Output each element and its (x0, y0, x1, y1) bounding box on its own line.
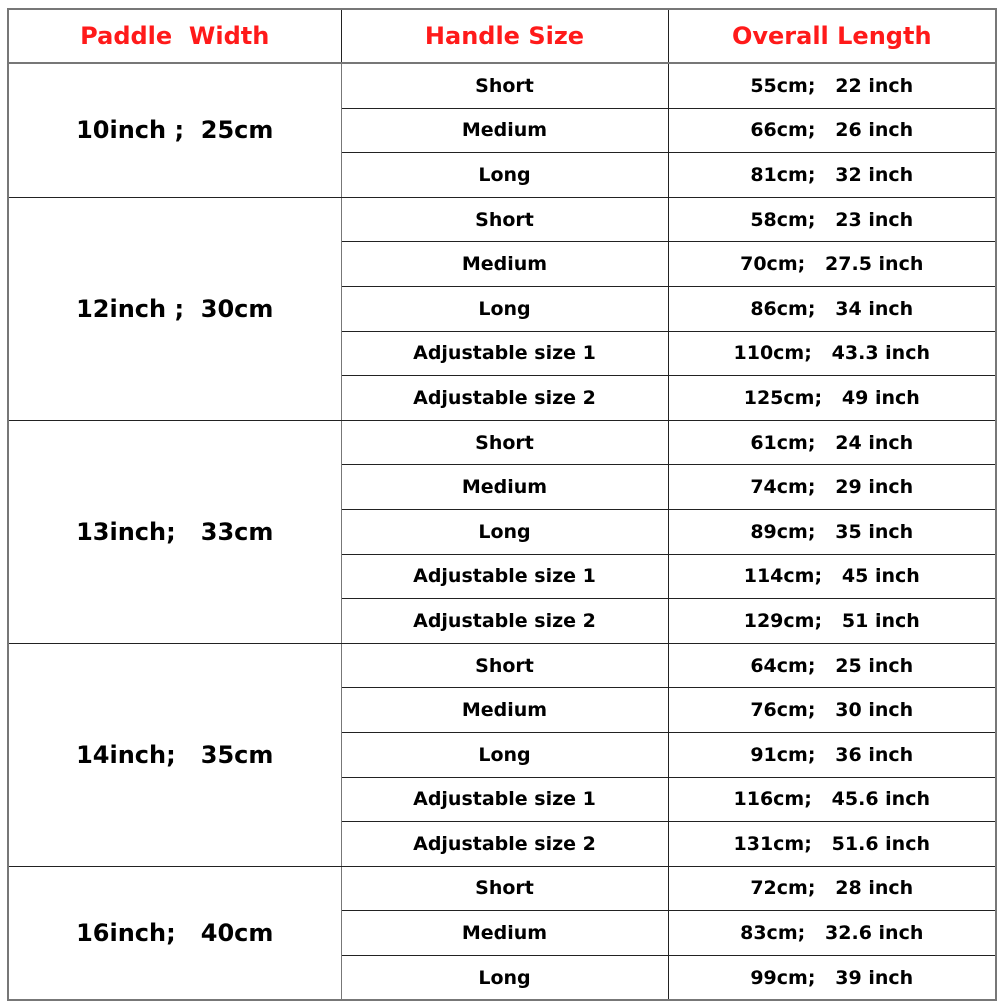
overall-length-cell: 129cm; 51 inch (667, 598, 997, 644)
overall-length-cell: 64cm; 25 inch (667, 642, 997, 689)
overall-length-cell: 55cm; 22 inch (667, 62, 997, 109)
handle-size-cell: Adjustable size 2 (340, 598, 669, 644)
table-row: 10inch ; 25cm Short 55cm; 22 inch (7, 62, 997, 198)
handle-size-cell: Medium (340, 910, 669, 956)
handle-size-cell: Long (340, 152, 669, 198)
handle-size-cell: Short (340, 62, 669, 109)
paddle-width-cell: 14inch; 35cm (7, 642, 342, 867)
overall-length-cell: 110cm; 43.3 inch (667, 330, 997, 377)
header-handle-size: Handle Size (340, 8, 669, 64)
header-overall-length: Overall Length (667, 8, 997, 64)
table-row: Adjustable size 2 125cm; 49 inch (8, 375, 997, 421)
handle-size-cell: Long (340, 731, 669, 778)
overall-length-cell: 74cm; 29 inch (667, 464, 997, 510)
handle-size-cell: Adjustable size 2 (340, 375, 669, 421)
header-row: Paddle Width Handle Size Overall Length (7, 8, 997, 64)
overall-length-cell: 86cm; 34 inch (667, 285, 997, 332)
handle-size-cell: Long (340, 285, 669, 332)
overall-length-cell: 89cm; 35 inch (667, 508, 997, 555)
handle-size-cell: Medium (340, 464, 669, 510)
handle-size-cell: Long (340, 508, 669, 555)
table-row: Medium 70cm; 27.5 inch (8, 241, 997, 287)
table-row: Adjustable size 1 110cm; 43.3 inch (8, 330, 997, 377)
size-chart-table: Paddle Width Handle Size Overall Length … (7, 8, 997, 1001)
overall-length-cell: 66cm; 26 inch (667, 107, 997, 154)
handle-size-cell: Short (340, 196, 669, 243)
handle-size-cell: Medium (340, 687, 669, 733)
overall-length-cell: 116cm; 45.6 inch (667, 776, 997, 823)
handle-size-cell: Adjustable size 2 (340, 821, 669, 867)
overall-length-cell: 91cm; 36 inch (667, 731, 997, 778)
table-row: Long 99cm; 39 inch (8, 954, 997, 1001)
table-row: Adjustable size 1 116cm; 45.6 inch (8, 776, 997, 823)
handle-size-cell: Short (340, 419, 669, 466)
overall-length-cell: 70cm; 27.5 inch (667, 241, 997, 287)
handle-size-cell: Medium (340, 107, 669, 154)
handle-size-cell: Adjustable size 1 (340, 553, 669, 600)
overall-length-cell: 72cm; 28 inch (667, 865, 997, 912)
table-row: Medium 83cm; 32.6 inch (8, 910, 997, 956)
table-row: 16inch; 40cm Short 72cm; 28 inch (7, 865, 997, 1001)
table-row: 14inch; 35cm Short 64cm; 25 inch (7, 642, 997, 867)
table-row: Long 81cm; 32 inch (8, 152, 997, 198)
table-row: 13inch; 33cm Short 61cm; 24 inch (7, 419, 997, 644)
overall-length-cell: 114cm; 45 inch (667, 553, 997, 600)
paddle-width-cell: 12inch ; 30cm (7, 196, 342, 421)
table-row: Medium 76cm; 30 inch (8, 687, 997, 733)
paddle-width-cell: 16inch; 40cm (7, 865, 342, 1001)
handle-size-cell: Adjustable size 1 (340, 776, 669, 823)
table-row: Adjustable size 2 131cm; 51.6 inch (8, 821, 997, 867)
overall-length-cell: 76cm; 30 inch (667, 687, 997, 733)
table-row: Medium 74cm; 29 inch (8, 464, 997, 510)
table-row: Medium 66cm; 26 inch (8, 107, 997, 154)
table-row: Long 91cm; 36 inch (8, 731, 997, 778)
handle-size-cell: Long (340, 954, 669, 1001)
table-row: Long 89cm; 35 inch (8, 508, 997, 555)
handle-size-cell: Adjustable size 1 (340, 330, 669, 377)
overall-length-cell: 83cm; 32.6 inch (667, 910, 997, 956)
overall-length-cell: 99cm; 39 inch (667, 954, 997, 1001)
overall-length-cell: 125cm; 49 inch (667, 375, 997, 421)
table-row: 12inch ; 30cm Short 58cm; 23 inch (7, 196, 997, 421)
overall-length-cell: 58cm; 23 inch (667, 196, 997, 243)
overall-length-cell: 81cm; 32 inch (667, 152, 997, 198)
overall-length-cell: 61cm; 24 inch (667, 419, 997, 466)
header-paddle-width: Paddle Width (7, 8, 342, 64)
overall-length-cell: 131cm; 51.6 inch (667, 821, 997, 867)
handle-size-cell: Medium (340, 241, 669, 287)
table-row: Adjustable size 2 129cm; 51 inch (8, 598, 997, 644)
table-row: Adjustable size 1 114cm; 45 inch (8, 553, 997, 600)
handle-size-cell: Short (340, 642, 669, 689)
paddle-width-cell: 10inch ; 25cm (7, 62, 342, 198)
handle-size-cell: Short (340, 865, 669, 912)
paddle-width-cell: 13inch; 33cm (7, 419, 342, 644)
